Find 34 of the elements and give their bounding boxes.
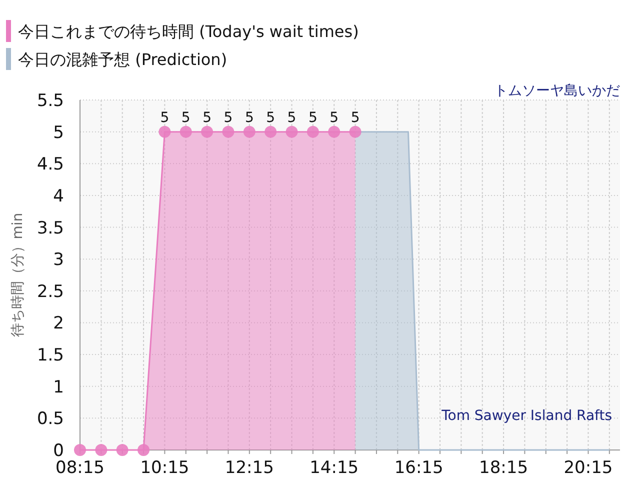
data-label: 5 <box>308 110 318 126</box>
y-tick-label: 1 <box>53 377 64 398</box>
annotation: Tom Sawyer Island Rafts <box>440 408 612 424</box>
data-label: 5 <box>244 110 254 126</box>
x-tick-label: 10:15 <box>140 458 190 478</box>
x-tick-label: 14:15 <box>310 458 359 478</box>
data-label: 5 <box>160 110 170 126</box>
data-label: 5 <box>266 110 276 126</box>
y-tick-label: 4.5 <box>36 154 64 175</box>
data-label: 5 <box>202 110 212 126</box>
y-axis-title: 待ち時間（分）min <box>10 212 26 338</box>
y-tick-label: 2.5 <box>36 282 64 302</box>
legend-label: 今日の混雑予想 (Prediction) <box>18 50 228 69</box>
chart-title: トムソーヤ島いかだ <box>494 83 620 99</box>
x-tick-label: 08:15 <box>56 458 104 478</box>
data-label: 5 <box>181 110 190 126</box>
x-tick-label: 16:15 <box>394 458 444 478</box>
x-tick-label: 12:15 <box>224 458 274 478</box>
data-label: 5 <box>350 110 360 126</box>
y-tick-label: 1.5 <box>36 346 64 366</box>
x-tick-label: 18:15 <box>479 458 528 478</box>
y-tick-label: 5 <box>53 122 64 143</box>
y-tick-label: 0 <box>53 441 64 461</box>
legend-label: 今日これまでの待ち時間 (Today's wait times) <box>18 22 359 41</box>
y-tick-label: 5.5 <box>36 91 64 111</box>
x-tick-label: 20:15 <box>564 458 613 478</box>
data-label: 5 <box>330 110 339 126</box>
y-tick-label: 0.5 <box>36 409 64 430</box>
y-tick-label: 4 <box>53 186 64 206</box>
data-label: 5 <box>224 110 233 126</box>
y-tick-label: 3 <box>53 250 64 270</box>
y-tick-label: 2 <box>53 314 64 334</box>
data-label: 5 <box>287 110 296 126</box>
y-tick-label: 3.5 <box>36 218 64 238</box>
